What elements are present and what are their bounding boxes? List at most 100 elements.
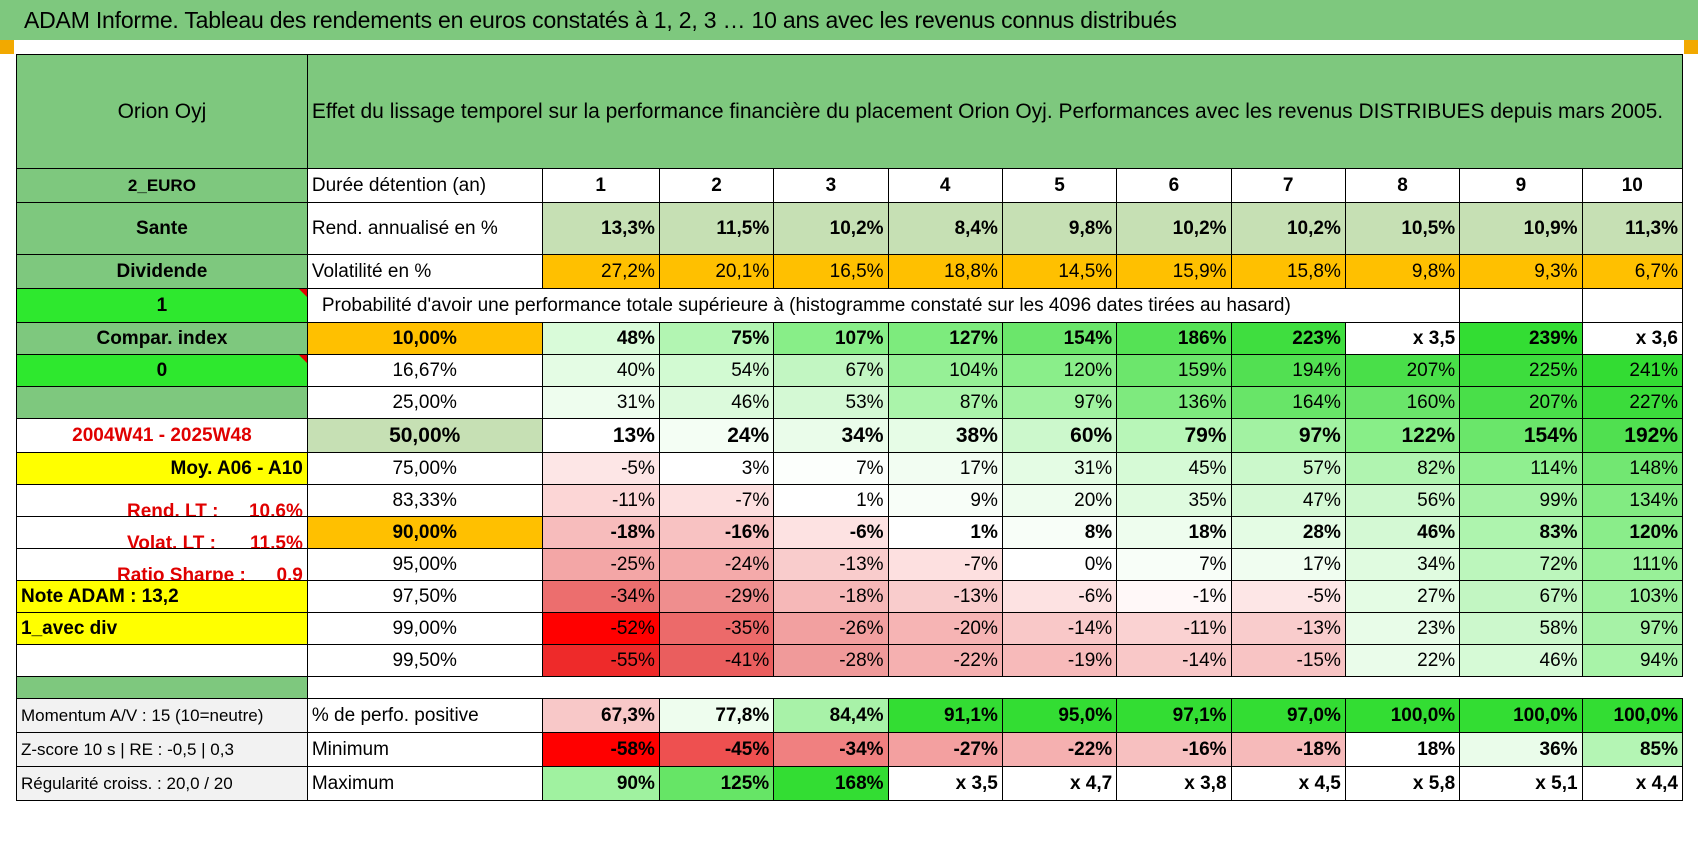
performance-cell: 1% <box>887 516 1003 549</box>
annualized-return-label: Rend. annualisé en % <box>306 202 543 255</box>
volatility-cell: 9,8% <box>1344 254 1461 289</box>
threshold-cell: 50,00% <box>306 418 543 453</box>
probability-label: Probabilité d'avoir une performance tota… <box>306 288 1461 323</box>
year-header: 3 <box>773 168 889 203</box>
performance-cell: 225% <box>1459 354 1583 387</box>
maximum-cell: x 5,8 <box>1344 766 1461 801</box>
maximum-cell: 168% <box>773 766 889 801</box>
positive-performance-label: % de perfo. positive <box>306 698 543 733</box>
performance-cell: 40% <box>541 354 660 387</box>
performance-cell: 23% <box>1344 612 1461 645</box>
momentum-label: Momentum A/V : 15 (10=neutre) <box>16 698 308 733</box>
performance-cell: 7% <box>773 452 889 485</box>
percentile-row: Note ADAM : 13,2 97,50% -34% -29% -18% -13% -6… <box>16 580 1684 613</box>
performance-cell: 160% <box>1344 386 1461 419</box>
currency-label: 2_EURO <box>16 168 308 203</box>
performance-cell: 54% <box>658 354 775 387</box>
regularity-label: Régularité croiss. : 20,0 / 20 <box>16 766 308 801</box>
percentile-row: 0 16,67% 40% 54% 67% 104% 120% 159% 194% 207% 225%… <box>16 354 1684 387</box>
volatility-cell: 16,5% <box>773 254 889 289</box>
annualized-return-cell: 9,8% <box>1001 202 1118 255</box>
volatility-label: Volatilité en % <box>306 254 543 289</box>
annualized-return-cell: 10,2% <box>773 202 889 255</box>
summary-row: Momentum A/V : 15 (10=neutre)% de perfo.… <box>16 698 1684 733</box>
annualized-return-cell: 10,9% <box>1459 202 1583 255</box>
annualized-return-cell: 13,3% <box>541 202 660 255</box>
threshold-cell: 99,00% <box>306 612 543 645</box>
metric-value: 11,5% <box>250 532 303 549</box>
performance-cell: 28% <box>1230 516 1346 549</box>
year-header: 1 <box>541 168 660 203</box>
empty-cell <box>1459 288 1583 323</box>
year-header: 4 <box>887 168 1003 203</box>
performance-cell: 9% <box>887 484 1003 517</box>
positive-rate-cell: 97,1% <box>1116 698 1232 733</box>
performance-cell: 97% <box>1230 418 1346 453</box>
average-label: Moy. A06 - A10 <box>16 452 308 485</box>
maximum-label: Maximum <box>306 766 543 801</box>
volatility-cell: 18,8% <box>887 254 1003 289</box>
performance-cell: 127% <box>887 322 1003 355</box>
year-header: 8 <box>1344 168 1461 203</box>
empty-cell <box>1581 288 1684 323</box>
performance-cell: -24% <box>658 548 775 581</box>
performance-cell: -18% <box>541 516 660 549</box>
performance-cell: 194% <box>1230 354 1346 387</box>
performance-cell: -34% <box>541 580 660 613</box>
performance-cell: 17% <box>1230 548 1346 581</box>
left-tab-marker <box>0 40 14 54</box>
annualized-return-cell: 10,5% <box>1344 202 1461 255</box>
minimum-cell: 18% <box>1344 732 1461 767</box>
performance-cell: 120% <box>1001 354 1118 387</box>
sharpe-ratio: Ratio Sharpe : 0,9 <box>16 548 308 581</box>
performance-cell: 8% <box>1001 516 1118 549</box>
minimum-cell: -22% <box>1001 732 1118 767</box>
positive-rate-cell: 95,0% <box>1001 698 1118 733</box>
threshold-cell: 90,00% <box>306 516 543 549</box>
adam-score: Note ADAM : 13,2 <box>16 580 308 613</box>
zscore-label: Z-score 10 s | RE : -0,5 | 0,3 <box>16 732 308 767</box>
empty-green-cell <box>16 386 308 419</box>
performance-cell: 58% <box>1459 612 1583 645</box>
performance-cell: -13% <box>1230 612 1346 645</box>
threshold-cell: 95,00% <box>306 548 543 581</box>
year-header: 2 <box>658 168 775 203</box>
minimum-cell: -58% <box>541 732 660 767</box>
performance-cell: 35% <box>1116 484 1232 517</box>
performance-cell: 207% <box>1459 386 1583 419</box>
performance-cell: 97% <box>1001 386 1118 419</box>
annualized-return-row: Sante Rend. annualisé en % 13,3% 11,5% 10,… <box>16 202 1684 255</box>
threshold-cell: 16,67% <box>306 354 543 387</box>
performance-cell: 47% <box>1230 484 1346 517</box>
flag-zero[interactable]: 0 <box>16 354 308 387</box>
performance-cell: 99% <box>1459 484 1583 517</box>
performance-cell: 48% <box>541 322 660 355</box>
performance-cell: 53% <box>773 386 889 419</box>
long-term-volatility: Volat. LT : 11,5% <box>16 516 308 549</box>
percentile-row: Volat. LT : 11,5% 90,00% -18% -16% -6% 1% 8% 18%… <box>16 516 1684 549</box>
maximum-cell: x 4,7 <box>1001 766 1118 801</box>
spacer-row <box>16 676 1683 699</box>
spacer-green-cell <box>16 676 308 699</box>
maximum-cell: x 4,5 <box>1230 766 1346 801</box>
performance-cell: 31% <box>1001 452 1118 485</box>
performance-cell: 46% <box>1344 516 1461 549</box>
metric-label: Rend. LT : <box>127 500 219 517</box>
performance-cell: -14% <box>1116 644 1232 677</box>
performance-cell: 34% <box>1344 548 1461 581</box>
performance-cell: 83% <box>1459 516 1583 549</box>
flag-one[interactable]: 1 <box>16 288 308 323</box>
performance-cell: -16% <box>658 516 775 549</box>
percentile-row: 25,00% 31% 46% 53% 87% 97% 136% 164% 160% 207% 227… <box>16 386 1684 419</box>
year-header: 7 <box>1230 168 1346 203</box>
header-row: Orion Oyj Effet du lissage temporel sur … <box>16 54 1684 169</box>
performance-cell: -22% <box>887 644 1003 677</box>
performance-cell: -25% <box>541 548 660 581</box>
performance-cell: -18% <box>773 580 889 613</box>
performance-cell: 72% <box>1459 548 1583 581</box>
performance-cell: 154% <box>1001 322 1118 355</box>
percentile-row: Compar. index 10,00% 48% 75% 107% 127% 154% 186… <box>16 322 1684 355</box>
performance-cell: -7% <box>887 548 1003 581</box>
performance-cell: 120% <box>1581 516 1684 549</box>
performance-cell: 107% <box>773 322 889 355</box>
